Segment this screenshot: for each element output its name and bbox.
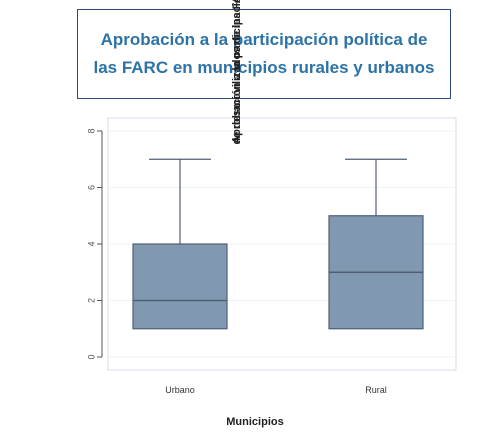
y-tick-label: 0 xyxy=(86,354,96,359)
y-axis-title-line-1: Aprobación a la participación política xyxy=(231,0,243,144)
y-axis-title-line-2: de desmovilizados de las FARC xyxy=(231,0,243,145)
x-axis-title: Municipios xyxy=(226,416,283,428)
y-tick-label: 4 xyxy=(86,241,96,246)
y-tick-label: 8 xyxy=(86,128,96,133)
x-category-label: Rural xyxy=(365,385,387,395)
x-category-label: Urbano xyxy=(165,385,195,395)
chart-title-line-2: las FARC en municipios rurales y urbanos xyxy=(93,58,435,77)
y-tick-label: 6 xyxy=(86,185,96,190)
chart-title-box: Aprobación a la participación política d… xyxy=(77,9,451,99)
y-tick-label: 2 xyxy=(86,298,96,303)
chart-title-line-1: Aprobación a la participación política d… xyxy=(100,30,428,49)
box-urbano xyxy=(132,243,228,330)
